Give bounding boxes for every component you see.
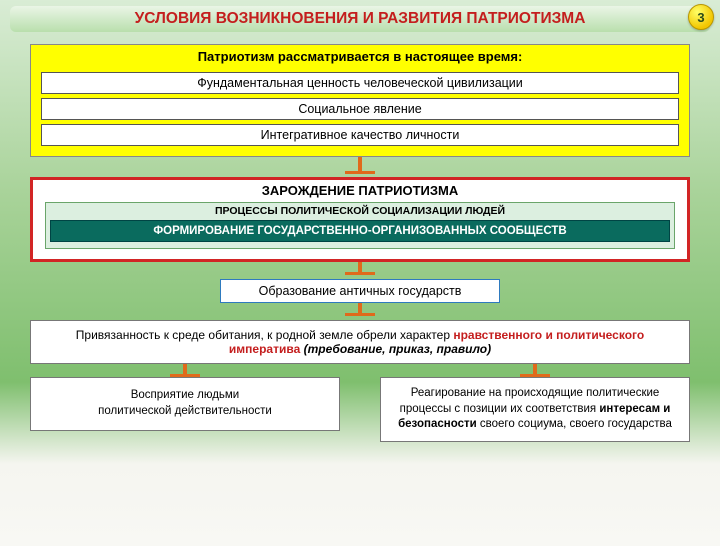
ancient-states-box: Образование античных государств [220,279,500,303]
processes-box: ПРОЦЕССЫ ПОЛИТИЧЕСКОЙ СОЦИАЛИЗАЦИИ ЛЮДЕЙ… [45,202,675,249]
bottom-left-text: Восприятие людьми политической действите… [98,388,272,419]
connector-tick [345,171,375,174]
origin-block: ЗАРОЖДЕНИЕ ПАТРИОТИЗМА ПРОЦЕССЫ ПОЛИТИЧЕ… [30,177,690,262]
connector-tick [345,313,375,316]
imperative-pre: Привязанность к среде обитания, к родной… [76,328,454,342]
connector [358,262,362,272]
slide-title-bar: УСЛОВИЯ ВОЗНИКНОВЕНИЯ И РАЗВИТИЯ ПАТРИОТ… [10,6,710,32]
bottom-right-box: Реагирование на происходящие политически… [380,377,690,442]
current-views-block: Патриотизм рассматривается в настоящее в… [30,44,690,157]
view-item: Интегративное качество личности [41,124,679,146]
bottom-right-post: своего социума, своего государства [477,418,672,430]
view-item: Социальное явление [41,98,679,120]
formation-box: ФОРМИРОВАНИЕ ГОСУДАРСТВЕННО-ОРГАНИЗОВАНН… [50,220,670,242]
connector-tick [345,272,375,275]
connector [183,364,187,374]
slide-title: УСЛОВИЯ ВОЗНИКНОВЕНИЯ И РАЗВИТИЯ ПАТРИОТ… [135,10,586,27]
imperative-box: Привязанность к среде обитания, к родной… [30,320,690,364]
bottom-row: Восприятие людьми политической действите… [30,364,690,442]
origin-title: ЗАРОЖДЕНИЕ ПАТРИОТИЗМА [39,182,681,200]
connector [358,303,362,313]
current-views-header: Патриотизм рассматривается в настоящее в… [35,47,685,68]
connector [533,364,537,374]
view-item: Фундаментальная ценность человеческой ци… [41,72,679,94]
processes-label: ПРОЦЕССЫ ПОЛИТИЧЕСКОЙ СОЦИАЛИЗАЦИИ ЛЮДЕЙ [50,205,670,220]
page-number-badge: 3 [688,4,714,30]
bottom-left-box: Восприятие людьми политической действите… [30,377,340,431]
bottom-left-col: Восприятие людьми политической действите… [30,364,340,442]
bottom-right-col: Реагирование на происходящие политически… [380,364,690,442]
imperative-tail: (требование, приказ, правило) [300,342,491,356]
connector [358,157,362,171]
page-number: 3 [697,10,704,25]
